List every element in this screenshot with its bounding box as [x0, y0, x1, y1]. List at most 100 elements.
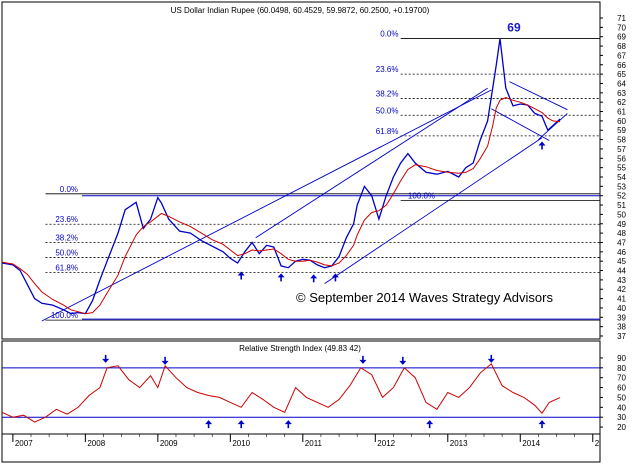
price-y-tick-label: 47: [617, 238, 626, 247]
price-y-tick-label: 56: [617, 154, 626, 163]
x-axis-tick-label: 2012: [377, 439, 395, 448]
price-y-tick-label: 61: [617, 108, 626, 117]
price-up-arrow: [277, 273, 285, 282]
channel-line: [509, 81, 568, 111]
fib-level-label: 61.8%: [55, 263, 78, 272]
rsi-series-line: [1, 363, 561, 423]
x-axis-tick-label: 2011: [305, 439, 323, 448]
rsi-down-arrow: [359, 355, 367, 364]
fib-level-label: 50.0%: [55, 248, 78, 257]
rsi-up-arrow-head: [538, 420, 546, 425]
price-y-tick-label: 54: [617, 173, 626, 182]
rsi-up-arrow: [205, 420, 213, 429]
x-axis: 2007 2008 2009 2010 2011 2012 2013 2014 2: [12, 434, 600, 448]
rsi-y-tick-label: 30: [617, 413, 626, 422]
price-y-tick-label: 60: [617, 117, 626, 126]
price-up-arrow: [310, 274, 318, 283]
rsi-y-tick-label: 90: [617, 354, 626, 363]
price-y-tick-label: 62: [617, 98, 626, 107]
price-y-tick-label: 44: [617, 267, 626, 276]
price-y-tick-label: 48: [617, 229, 626, 238]
price-y-tick-label: 63: [617, 89, 626, 98]
rsi-up-arrow-head: [205, 420, 213, 425]
price-y-tick-label: 46: [617, 248, 626, 257]
price-y-tick-label: 41: [617, 295, 626, 304]
rsi-down-arrow-head: [487, 358, 495, 363]
price-y-tick-label: 59: [617, 126, 626, 135]
price-panel-frame: [1, 1, 601, 340]
price-y-tick-label: 58: [617, 136, 626, 145]
fib-upper-level-label: 61.8%: [376, 127, 399, 136]
price-title: US Dollar Indian Rupee (60.0498, 60.4529…: [171, 6, 430, 15]
price-y-tick-label: 70: [617, 23, 626, 32]
price-y-tick-label: 52: [617, 192, 626, 201]
price-y-tick-label: 40: [617, 304, 626, 313]
channel-line: [255, 87, 488, 239]
fib-level-label: 38.2%: [55, 233, 78, 242]
price-y-tick-label: 69: [617, 33, 626, 42]
price-up-arrow-head: [277, 273, 285, 278]
price-up-arrow: [237, 271, 245, 280]
price-y-tick-label: 49: [617, 220, 626, 229]
price-y-tick-label: 71: [617, 14, 626, 23]
rsi-up-arrow: [538, 420, 546, 429]
channel-line: [538, 113, 568, 140]
price-up-arrow-head: [538, 141, 546, 146]
rsi-down-arrow-head: [161, 360, 169, 365]
x-axis-tick-label: 2: [595, 439, 600, 448]
price-y-tick-label: 37: [617, 332, 626, 341]
rsi-title: Relative Strength Index (49.83 42): [239, 344, 361, 353]
rsi-up-arrow-head: [284, 420, 292, 425]
price-y-tick-label: 39: [617, 313, 626, 322]
rsi-down-arrow: [399, 356, 407, 365]
price-up-arrow-head: [310, 274, 318, 279]
price-up-arrow-head: [237, 271, 245, 276]
rsi-down-arrow: [487, 354, 495, 363]
rsi-up-arrow: [426, 420, 434, 429]
rsi-up-arrow-head: [237, 420, 245, 425]
price-y-tick-label: 68: [617, 42, 626, 51]
rsi-y-tick-label: 50: [617, 393, 626, 402]
rsi-up-arrow: [284, 420, 292, 429]
price-y-tick-label: 50: [617, 210, 626, 219]
x-axis-tick-label: 2010: [232, 439, 250, 448]
rsi-y-tick-label: 80: [617, 364, 626, 373]
rsi-down-arrow-head: [399, 360, 407, 365]
price-y-tick-label: 64: [617, 79, 626, 88]
price-up-arrow-head: [331, 273, 339, 278]
price-y-tick-label: 55: [617, 164, 626, 173]
price-y-tick-label: 42: [617, 285, 626, 294]
channel-line: [41, 89, 492, 322]
fib-upper-level-label: 23.6%: [376, 65, 399, 74]
price-y-tick-label: 66: [617, 61, 626, 70]
rsi-y-tick-label: 60: [617, 384, 626, 393]
watermark-text: © September 2014 Waves Strategy Advisors: [296, 290, 553, 305]
fib-level-label: 0.0%: [60, 185, 78, 194]
x-axis-tick-label: 2013: [450, 439, 468, 448]
x-axis-tick-label: 2014: [522, 439, 540, 448]
rsi-down-arrow: [102, 354, 110, 363]
price-y-tick-label: 43: [617, 276, 626, 285]
price-up-arrow: [331, 273, 339, 282]
price-y-tick-label: 45: [617, 257, 626, 266]
x-axis-strip: [1, 433, 601, 463]
price-y-tick-label: 65: [617, 70, 626, 79]
channel-line: [491, 108, 550, 141]
fib-upper-level-label: 38.2%: [376, 89, 399, 98]
price-series-line: [1, 38, 561, 315]
price-plot: 3738394041424344454647484950515253545556…: [1, 14, 627, 341]
price-y-tick-label: 51: [617, 201, 626, 210]
moving-average-line: [1, 96, 561, 315]
price-y-tick-label: 38: [617, 323, 626, 332]
rsi-down-arrow-head: [359, 359, 367, 364]
price-y-tick-label: 53: [617, 182, 626, 191]
fib-level-label: 23.6%: [55, 215, 78, 224]
peak-label: 69: [507, 21, 521, 35]
fib-upper-level-label: 0.0%: [380, 30, 398, 39]
rsi-panel-frame: [1, 340, 601, 435]
x-axis-tick-label: 2008: [87, 439, 105, 448]
rsi-y-tick-label: 40: [617, 403, 626, 412]
price-up-arrow: [538, 141, 546, 150]
